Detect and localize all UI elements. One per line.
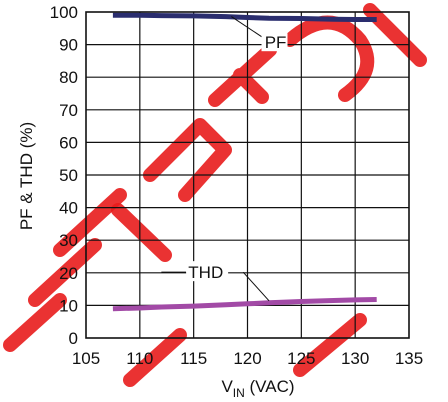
y-tick-label: 40 (59, 199, 78, 218)
watermark-stroke (143, 118, 232, 202)
x-tick-label: 105 (72, 349, 100, 368)
pf-label: PF (265, 33, 287, 52)
x-tick-labels: 105 110 115 120 125 130 135 (72, 349, 423, 368)
x-tick-label: 130 (341, 349, 369, 368)
y-tick-label: 100 (50, 3, 78, 22)
y-tick-label: 20 (59, 264, 78, 283)
y-tick-label: 80 (59, 68, 78, 87)
watermark-stroke (53, 188, 127, 257)
x-axis-label-main: V (221, 377, 233, 396)
watermark-stroke (111, 203, 172, 262)
y-tick-label: 10 (59, 296, 78, 315)
grid-lines (86, 12, 409, 338)
watermark-stroke (283, 15, 375, 102)
x-tick-label: 115 (180, 349, 207, 368)
thd-leader-line-right (242, 271, 270, 302)
y-tick-labels: 0 10 20 30 40 50 60 70 80 90 100 (50, 3, 78, 348)
watermark-stroke (363, 3, 427, 67)
x-tick-label: 125 (287, 349, 315, 368)
x-tick-label: 135 (395, 349, 423, 368)
watermark-stroke (208, 43, 277, 107)
x-axis-label: VIN (VAC) (221, 377, 294, 400)
thd-label-bg (186, 261, 229, 282)
y-tick-label: 0 (69, 329, 78, 348)
watermark-stroke (293, 313, 367, 377)
x-axis-label-unit: (VAC) (245, 377, 295, 396)
watermark-stroke (3, 293, 67, 352)
series-annotations: PF THD (161, 16, 288, 302)
y-tick-label: 70 (59, 101, 78, 120)
y-tick-label: 60 (59, 133, 78, 152)
watermark-stroke (28, 238, 102, 307)
watermark (3, 3, 427, 387)
series-line-thd (112, 297, 377, 312)
pf-label-bg (261, 33, 288, 52)
thd-label: THD (188, 263, 223, 282)
y-tick-label: 30 (59, 231, 78, 250)
series-line-pf (112, 12, 377, 22)
x-tick-label: 120 (233, 349, 261, 368)
y-tick-label: 50 (59, 166, 78, 185)
x-axis-label-subscript: IN (233, 386, 245, 400)
y-tick-label: 90 (59, 36, 78, 55)
pf-leader-line (231, 16, 264, 39)
y-axis-label: PF & THD (%) (17, 122, 36, 230)
data-series (112, 12, 377, 312)
plot-frame (85, 11, 410, 339)
watermark-stroke (123, 328, 187, 387)
x-tick-label: 110 (126, 349, 153, 368)
